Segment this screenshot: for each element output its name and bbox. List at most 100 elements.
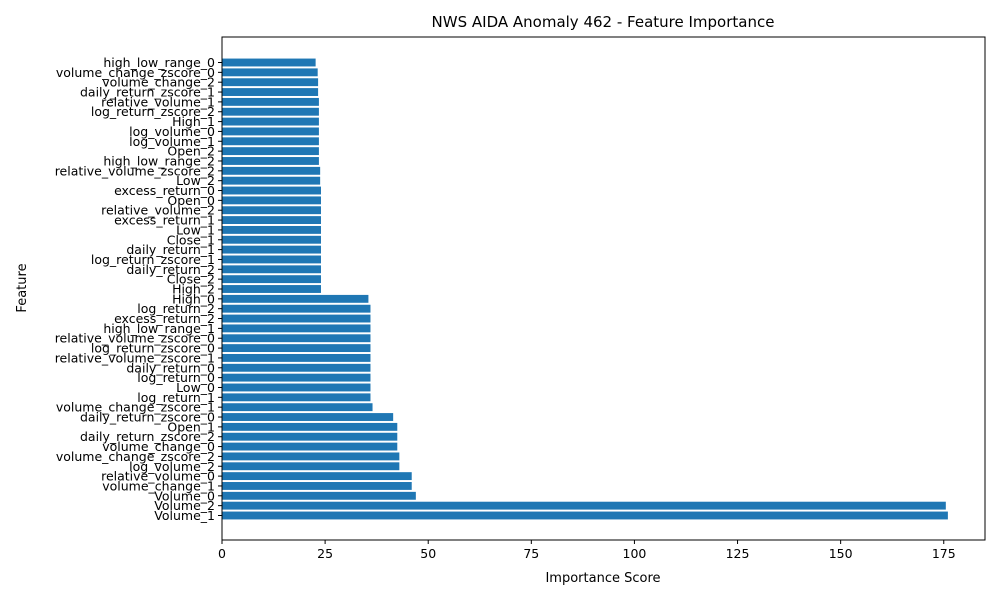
- y-tick-label: Close_1: [167, 232, 215, 247]
- y-tick-label: relative_volume_zscore_1: [55, 350, 215, 365]
- y-tick-label: high_low_range_0: [103, 55, 215, 70]
- bar-daily_return_2: [222, 265, 321, 274]
- x-axis-ticks: 0 25 50 75 100 125 150 175: [218, 540, 956, 561]
- bar-log_return_1: [222, 393, 371, 402]
- bar-Volume_2: [222, 501, 946, 510]
- y-tick-label: volume_change_zscore_2: [56, 449, 215, 464]
- bar-log_return_2: [222, 304, 371, 313]
- y-tick-label: Open_1: [167, 419, 215, 434]
- y-tick-label: Volume_1: [154, 508, 215, 523]
- plot-frame: [221, 36, 986, 541]
- x-tick-label: 125: [726, 546, 750, 561]
- bar-volume_change_zscore_2: [222, 452, 400, 461]
- bar-Volume_1: [222, 511, 948, 520]
- bar-Low_0: [222, 383, 371, 392]
- bar-log_return_zscore_1: [222, 255, 321, 264]
- bar-volume_change_2: [222, 78, 319, 87]
- bar-high_low_range_2: [222, 157, 319, 165]
- bar-excess_return_1: [222, 216, 321, 225]
- bar-Open_0: [222, 196, 321, 205]
- y-tick-label: High_1: [172, 114, 215, 129]
- bar-Low_1: [222, 225, 321, 234]
- bar-volume_change_zscore_1: [222, 403, 373, 412]
- y-tick-label: relative_volume_1: [101, 94, 215, 109]
- y-tick-label: volume_change_2: [102, 75, 215, 90]
- y-tick-label: excess_return_2: [114, 311, 215, 326]
- y-tick-label: log_return_1: [137, 390, 215, 405]
- bar-log_volume_0: [222, 127, 319, 136]
- y-tick-label: daily_return_zscore_2: [80, 429, 215, 444]
- bar-high_low_range_1: [222, 324, 371, 333]
- bar-high_low_range_0: [222, 58, 316, 67]
- bar-log_return_zscore_2: [222, 107, 319, 116]
- y-tick-label: log_return_0: [137, 370, 215, 385]
- bar-Open_2: [222, 147, 319, 156]
- bar-High_2: [222, 285, 321, 293]
- bar-relative_volume_zscore_1: [222, 353, 371, 362]
- bar-Open_1: [222, 422, 398, 431]
- bar-daily_return_zscore_0: [222, 413, 394, 421]
- y-tick-label: log_volume_1: [129, 134, 215, 149]
- x-tick-label: 100: [623, 546, 647, 561]
- y-tick-label: relative_volume_2: [101, 203, 215, 218]
- bar-log_return_0: [222, 373, 371, 382]
- y-tick-label: Volume_0: [154, 488, 215, 503]
- x-tick-label: 175: [932, 546, 956, 561]
- bar-excess_return_0: [222, 186, 321, 195]
- y-tick-label: log_return_zscore_0: [91, 341, 215, 356]
- y-tick-label: excess_return_1: [114, 213, 215, 228]
- bar-daily_return_0: [222, 363, 371, 372]
- y-tick-label: log_return_zscore_1: [91, 252, 215, 267]
- x-axis-label: Importance Score: [545, 571, 660, 586]
- y-tick-label: Open_2: [167, 144, 215, 159]
- y-tick-label: daily_return_1: [126, 242, 215, 257]
- bar-Volume_0: [222, 491, 416, 500]
- y-tick-label: High_0: [172, 291, 215, 306]
- y-tick-label: Low_0: [176, 380, 215, 395]
- y-tick-label: log_return_2: [137, 301, 215, 316]
- bar-High_0: [222, 294, 369, 303]
- x-tick-label: 50: [420, 546, 436, 561]
- y-tick-label: excess_return_0: [114, 183, 215, 198]
- bar-volume_change_zscore_0: [222, 68, 318, 77]
- chart-title: NWS AIDA Anomaly 462 - Feature Importanc…: [432, 13, 775, 31]
- y-tick-label: relative_volume_zscore_2: [55, 163, 215, 178]
- bar-Low_2: [222, 176, 321, 185]
- y-tick-label: daily_return_zscore_0: [80, 410, 215, 425]
- y-tick-label: daily_return_0: [126, 360, 215, 375]
- bar-volume_change_1: [222, 482, 412, 490]
- x-tick-label: 75: [523, 546, 539, 561]
- bar-daily_return_zscore_2: [222, 432, 398, 441]
- y-tick-label: log_volume_0: [129, 124, 215, 139]
- y-tick-label: High_2: [172, 282, 215, 297]
- y-tick-label: Close_2: [167, 272, 215, 287]
- bar-volume_change_0: [222, 442, 398, 451]
- x-tick-label: 150: [829, 546, 853, 561]
- bar-excess_return_2: [222, 314, 371, 323]
- y-tick-label: Low_2: [176, 173, 215, 188]
- bar-Close_2: [222, 275, 321, 284]
- y-tick-label: log_volume_2: [129, 459, 215, 474]
- x-tick-label: 25: [317, 546, 333, 561]
- y-tick-label: Volume_2: [154, 498, 215, 513]
- bar-relative_volume_2: [222, 206, 321, 215]
- bar-High_1: [222, 117, 319, 126]
- y-tick-label: Open_0: [167, 193, 215, 208]
- bar-daily_return_zscore_1: [222, 88, 319, 96]
- bar-relative_volume_1: [222, 97, 319, 106]
- y-tick-label: high_low_range_2: [103, 153, 215, 168]
- bar-relative_volume_zscore_2: [222, 166, 321, 175]
- y-tick-label: volume_change_1: [102, 478, 215, 493]
- bar-relative_volume_0: [222, 472, 412, 481]
- bar-daily_return_1: [222, 245, 321, 254]
- y-tick-label: daily_return_zscore_1: [80, 85, 215, 100]
- bar-Close_1: [222, 235, 321, 244]
- y-tick-label: high_low_range_1: [103, 321, 215, 336]
- y-tick-label: daily_return_2: [126, 262, 215, 277]
- bar-log_volume_2: [222, 462, 400, 471]
- bars-group: [222, 58, 948, 520]
- y-tick-label: volume_change_zscore_0: [56, 65, 215, 80]
- bar-log_return_zscore_0: [222, 344, 371, 353]
